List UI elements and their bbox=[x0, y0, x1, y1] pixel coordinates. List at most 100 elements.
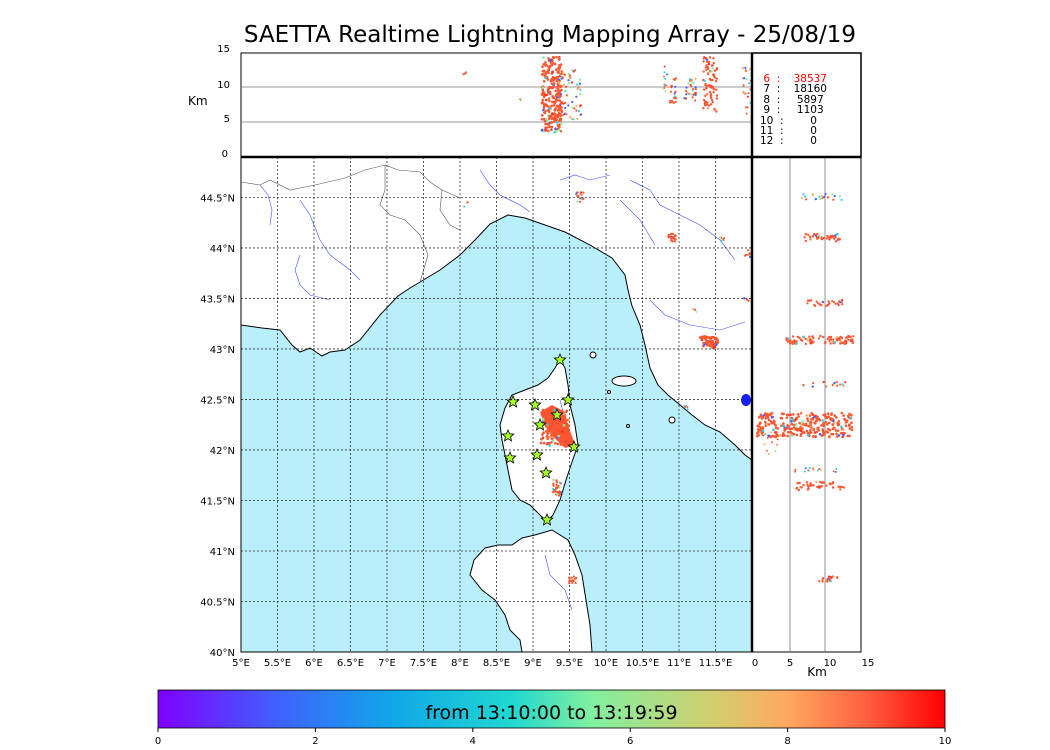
latitude-source bbox=[782, 424, 785, 427]
latitude-source bbox=[806, 417, 809, 421]
lightning-source bbox=[569, 579, 573, 583]
latitude-source bbox=[795, 417, 798, 421]
time-colorbar bbox=[157, 689, 946, 729]
altitude-source bbox=[547, 57, 550, 60]
latitude-source bbox=[800, 339, 804, 342]
legend-row: 8 : 5897 bbox=[760, 93, 824, 106]
latitude-source bbox=[829, 338, 832, 341]
altitude-source bbox=[710, 98, 714, 102]
altitude-source bbox=[553, 114, 557, 117]
altitude-source bbox=[558, 128, 561, 132]
latitude-source bbox=[819, 197, 822, 200]
latitude-source bbox=[793, 342, 796, 345]
latitude-source bbox=[825, 237, 829, 240]
lightning-source bbox=[556, 442, 560, 446]
altitude-source bbox=[544, 76, 547, 80]
lightning-source bbox=[576, 191, 579, 194]
altitude-source bbox=[564, 106, 567, 110]
latitude-source bbox=[804, 195, 807, 198]
latitude-source bbox=[801, 427, 804, 430]
altitude-source bbox=[551, 95, 554, 98]
lon-tick-label: 7°E bbox=[378, 658, 396, 669]
colorbar-tick-label: 0 bbox=[155, 736, 161, 747]
latitude-source bbox=[845, 420, 848, 424]
lightning-source bbox=[669, 232, 673, 236]
map-graticule bbox=[241, 157, 752, 652]
latitude-source bbox=[821, 419, 824, 422]
altitude-source bbox=[560, 84, 563, 88]
lightning-source bbox=[720, 239, 723, 242]
altitude-source bbox=[462, 73, 465, 76]
lightning-source bbox=[541, 433, 544, 436]
latitude-source bbox=[787, 337, 790, 340]
lightning-source bbox=[715, 343, 718, 346]
altitude-source bbox=[712, 57, 715, 60]
latitude-source bbox=[824, 484, 828, 487]
altitude-source bbox=[550, 121, 553, 124]
latitude-source bbox=[843, 431, 846, 435]
altitude-source bbox=[711, 67, 714, 70]
altitude-source bbox=[690, 78, 693, 81]
lat-tick-label: 43°N bbox=[210, 345, 235, 356]
altitude-source bbox=[541, 65, 544, 68]
latitude-source bbox=[815, 480, 818, 484]
latitude-source bbox=[814, 435, 817, 438]
lightning-source bbox=[686, 406, 689, 409]
lightning-source bbox=[548, 441, 551, 445]
latitude-source bbox=[810, 426, 813, 429]
latitude-source bbox=[764, 420, 767, 424]
altitude-longitude-sources bbox=[462, 55, 753, 134]
latitude-source bbox=[828, 238, 831, 241]
latitude-source bbox=[790, 422, 794, 426]
lightning-source bbox=[560, 409, 564, 413]
altitude-source bbox=[707, 84, 711, 87]
latitude-source bbox=[850, 421, 853, 425]
latitude-source bbox=[806, 339, 809, 342]
latitude-source bbox=[826, 234, 829, 238]
altitude-source bbox=[708, 56, 712, 59]
altitude-source bbox=[542, 117, 546, 121]
latitude-source bbox=[826, 578, 829, 581]
latitude-source bbox=[825, 385, 828, 388]
altitude-source bbox=[663, 71, 666, 74]
lightning-source bbox=[555, 483, 558, 486]
altitude-source bbox=[550, 117, 554, 120]
lightning-source bbox=[560, 441, 563, 445]
latitude-source bbox=[822, 424, 826, 428]
side-xlabel: Km bbox=[807, 665, 827, 679]
altitude-source bbox=[702, 98, 706, 102]
altitude-source bbox=[575, 95, 578, 98]
altitude-source bbox=[712, 91, 715, 94]
lightning-source bbox=[718, 236, 722, 239]
altitude-source bbox=[542, 56, 545, 59]
altitude-source bbox=[547, 90, 550, 94]
altitude-source bbox=[551, 100, 554, 104]
latitude-source bbox=[806, 488, 810, 491]
altitude-source bbox=[709, 93, 713, 96]
giglio-island bbox=[668, 416, 676, 424]
lightning-source bbox=[692, 308, 695, 311]
latitude-source bbox=[807, 424, 810, 428]
latitude-source bbox=[811, 435, 815, 438]
latitude-source bbox=[787, 431, 790, 434]
altitude-source bbox=[715, 110, 718, 113]
latitude-source bbox=[828, 435, 831, 439]
lightning-source bbox=[567, 424, 570, 428]
lightning-source bbox=[539, 441, 543, 445]
altitude-source bbox=[715, 97, 719, 100]
latitude-source bbox=[836, 336, 839, 339]
latitude-source bbox=[766, 449, 768, 452]
legend-row: 7 : 18160 bbox=[760, 83, 827, 96]
latitude-source bbox=[831, 482, 834, 485]
latitude-source bbox=[767, 434, 770, 438]
altitude-source bbox=[548, 99, 551, 103]
altitude-source bbox=[705, 93, 709, 96]
latitude-source bbox=[817, 302, 820, 305]
altitude-source bbox=[705, 58, 709, 61]
latitude-source bbox=[820, 304, 823, 307]
latitude-source bbox=[807, 419, 810, 423]
altitude-source bbox=[690, 85, 693, 88]
latitude-source bbox=[822, 380, 825, 384]
latitude-source bbox=[786, 424, 789, 427]
altitude-source bbox=[694, 88, 698, 91]
